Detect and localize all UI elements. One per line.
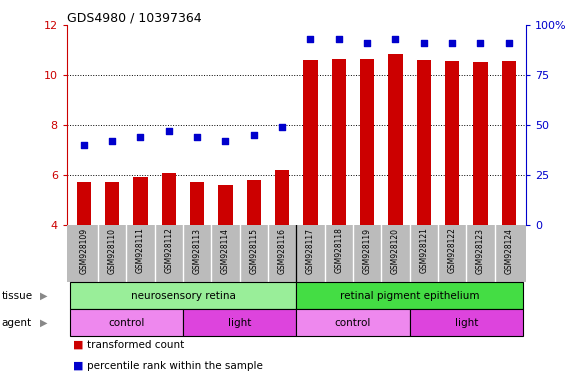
Bar bbox=[502, 61, 516, 225]
Bar bbox=[275, 170, 289, 225]
Bar bbox=[190, 182, 205, 225]
Bar bbox=[77, 182, 91, 225]
Bar bbox=[332, 59, 346, 225]
Text: retinal pigment epithelium: retinal pigment epithelium bbox=[340, 291, 479, 301]
Point bbox=[419, 40, 428, 46]
Bar bbox=[70, 309, 183, 336]
Point bbox=[334, 36, 343, 42]
Text: GSM928120: GSM928120 bbox=[391, 227, 400, 273]
Bar bbox=[183, 309, 296, 336]
Text: control: control bbox=[108, 318, 145, 328]
Point bbox=[391, 36, 400, 42]
Text: GSM928118: GSM928118 bbox=[334, 227, 343, 273]
Text: agent: agent bbox=[2, 318, 32, 328]
Text: GSM928122: GSM928122 bbox=[447, 227, 457, 273]
Bar bbox=[105, 182, 119, 225]
Text: GSM928109: GSM928109 bbox=[80, 227, 88, 274]
Text: GSM928124: GSM928124 bbox=[504, 227, 513, 273]
Bar bbox=[303, 60, 318, 225]
Text: GSM928111: GSM928111 bbox=[136, 227, 145, 273]
Bar bbox=[410, 309, 523, 336]
Text: percentile rank within the sample: percentile rank within the sample bbox=[87, 361, 263, 371]
Point bbox=[164, 128, 174, 134]
Bar bbox=[296, 282, 523, 309]
Point bbox=[504, 40, 514, 46]
Text: GSM928116: GSM928116 bbox=[278, 227, 286, 273]
Bar bbox=[445, 61, 459, 225]
Text: ▶: ▶ bbox=[40, 291, 47, 301]
Bar bbox=[134, 177, 148, 225]
Text: GSM928123: GSM928123 bbox=[476, 227, 485, 273]
Text: GSM928115: GSM928115 bbox=[249, 227, 259, 273]
Bar bbox=[388, 54, 403, 225]
Text: ■: ■ bbox=[73, 361, 83, 371]
Text: GSM928110: GSM928110 bbox=[107, 227, 117, 273]
Text: ▶: ▶ bbox=[40, 318, 47, 328]
Text: GSM928117: GSM928117 bbox=[306, 227, 315, 273]
Point bbox=[192, 134, 202, 140]
Point bbox=[249, 132, 259, 138]
Text: GSM928114: GSM928114 bbox=[221, 227, 230, 273]
Bar bbox=[70, 282, 296, 309]
Text: GSM928119: GSM928119 bbox=[363, 227, 372, 273]
Text: neurosensory retina: neurosensory retina bbox=[131, 291, 235, 301]
Point bbox=[363, 40, 372, 46]
Text: transformed count: transformed count bbox=[87, 340, 184, 350]
Text: tissue: tissue bbox=[2, 291, 33, 301]
Text: GSM928113: GSM928113 bbox=[193, 227, 202, 273]
Text: GSM928121: GSM928121 bbox=[419, 227, 428, 273]
Point bbox=[278, 124, 287, 130]
Bar bbox=[247, 180, 261, 225]
Text: light: light bbox=[454, 318, 478, 328]
Bar bbox=[360, 59, 374, 225]
Bar bbox=[296, 309, 410, 336]
Bar bbox=[218, 185, 232, 225]
Text: ■: ■ bbox=[73, 340, 83, 350]
Point bbox=[447, 40, 457, 46]
Bar bbox=[474, 63, 487, 225]
Point bbox=[107, 138, 117, 144]
Bar bbox=[162, 174, 176, 225]
Bar bbox=[417, 60, 431, 225]
Text: control: control bbox=[335, 318, 371, 328]
Text: GDS4980 / 10397364: GDS4980 / 10397364 bbox=[67, 12, 202, 25]
Text: GSM928112: GSM928112 bbox=[164, 227, 173, 273]
Point bbox=[79, 142, 88, 148]
Point bbox=[476, 40, 485, 46]
Point bbox=[306, 36, 315, 42]
Point bbox=[136, 134, 145, 140]
Text: light: light bbox=[228, 318, 252, 328]
Point bbox=[221, 138, 230, 144]
